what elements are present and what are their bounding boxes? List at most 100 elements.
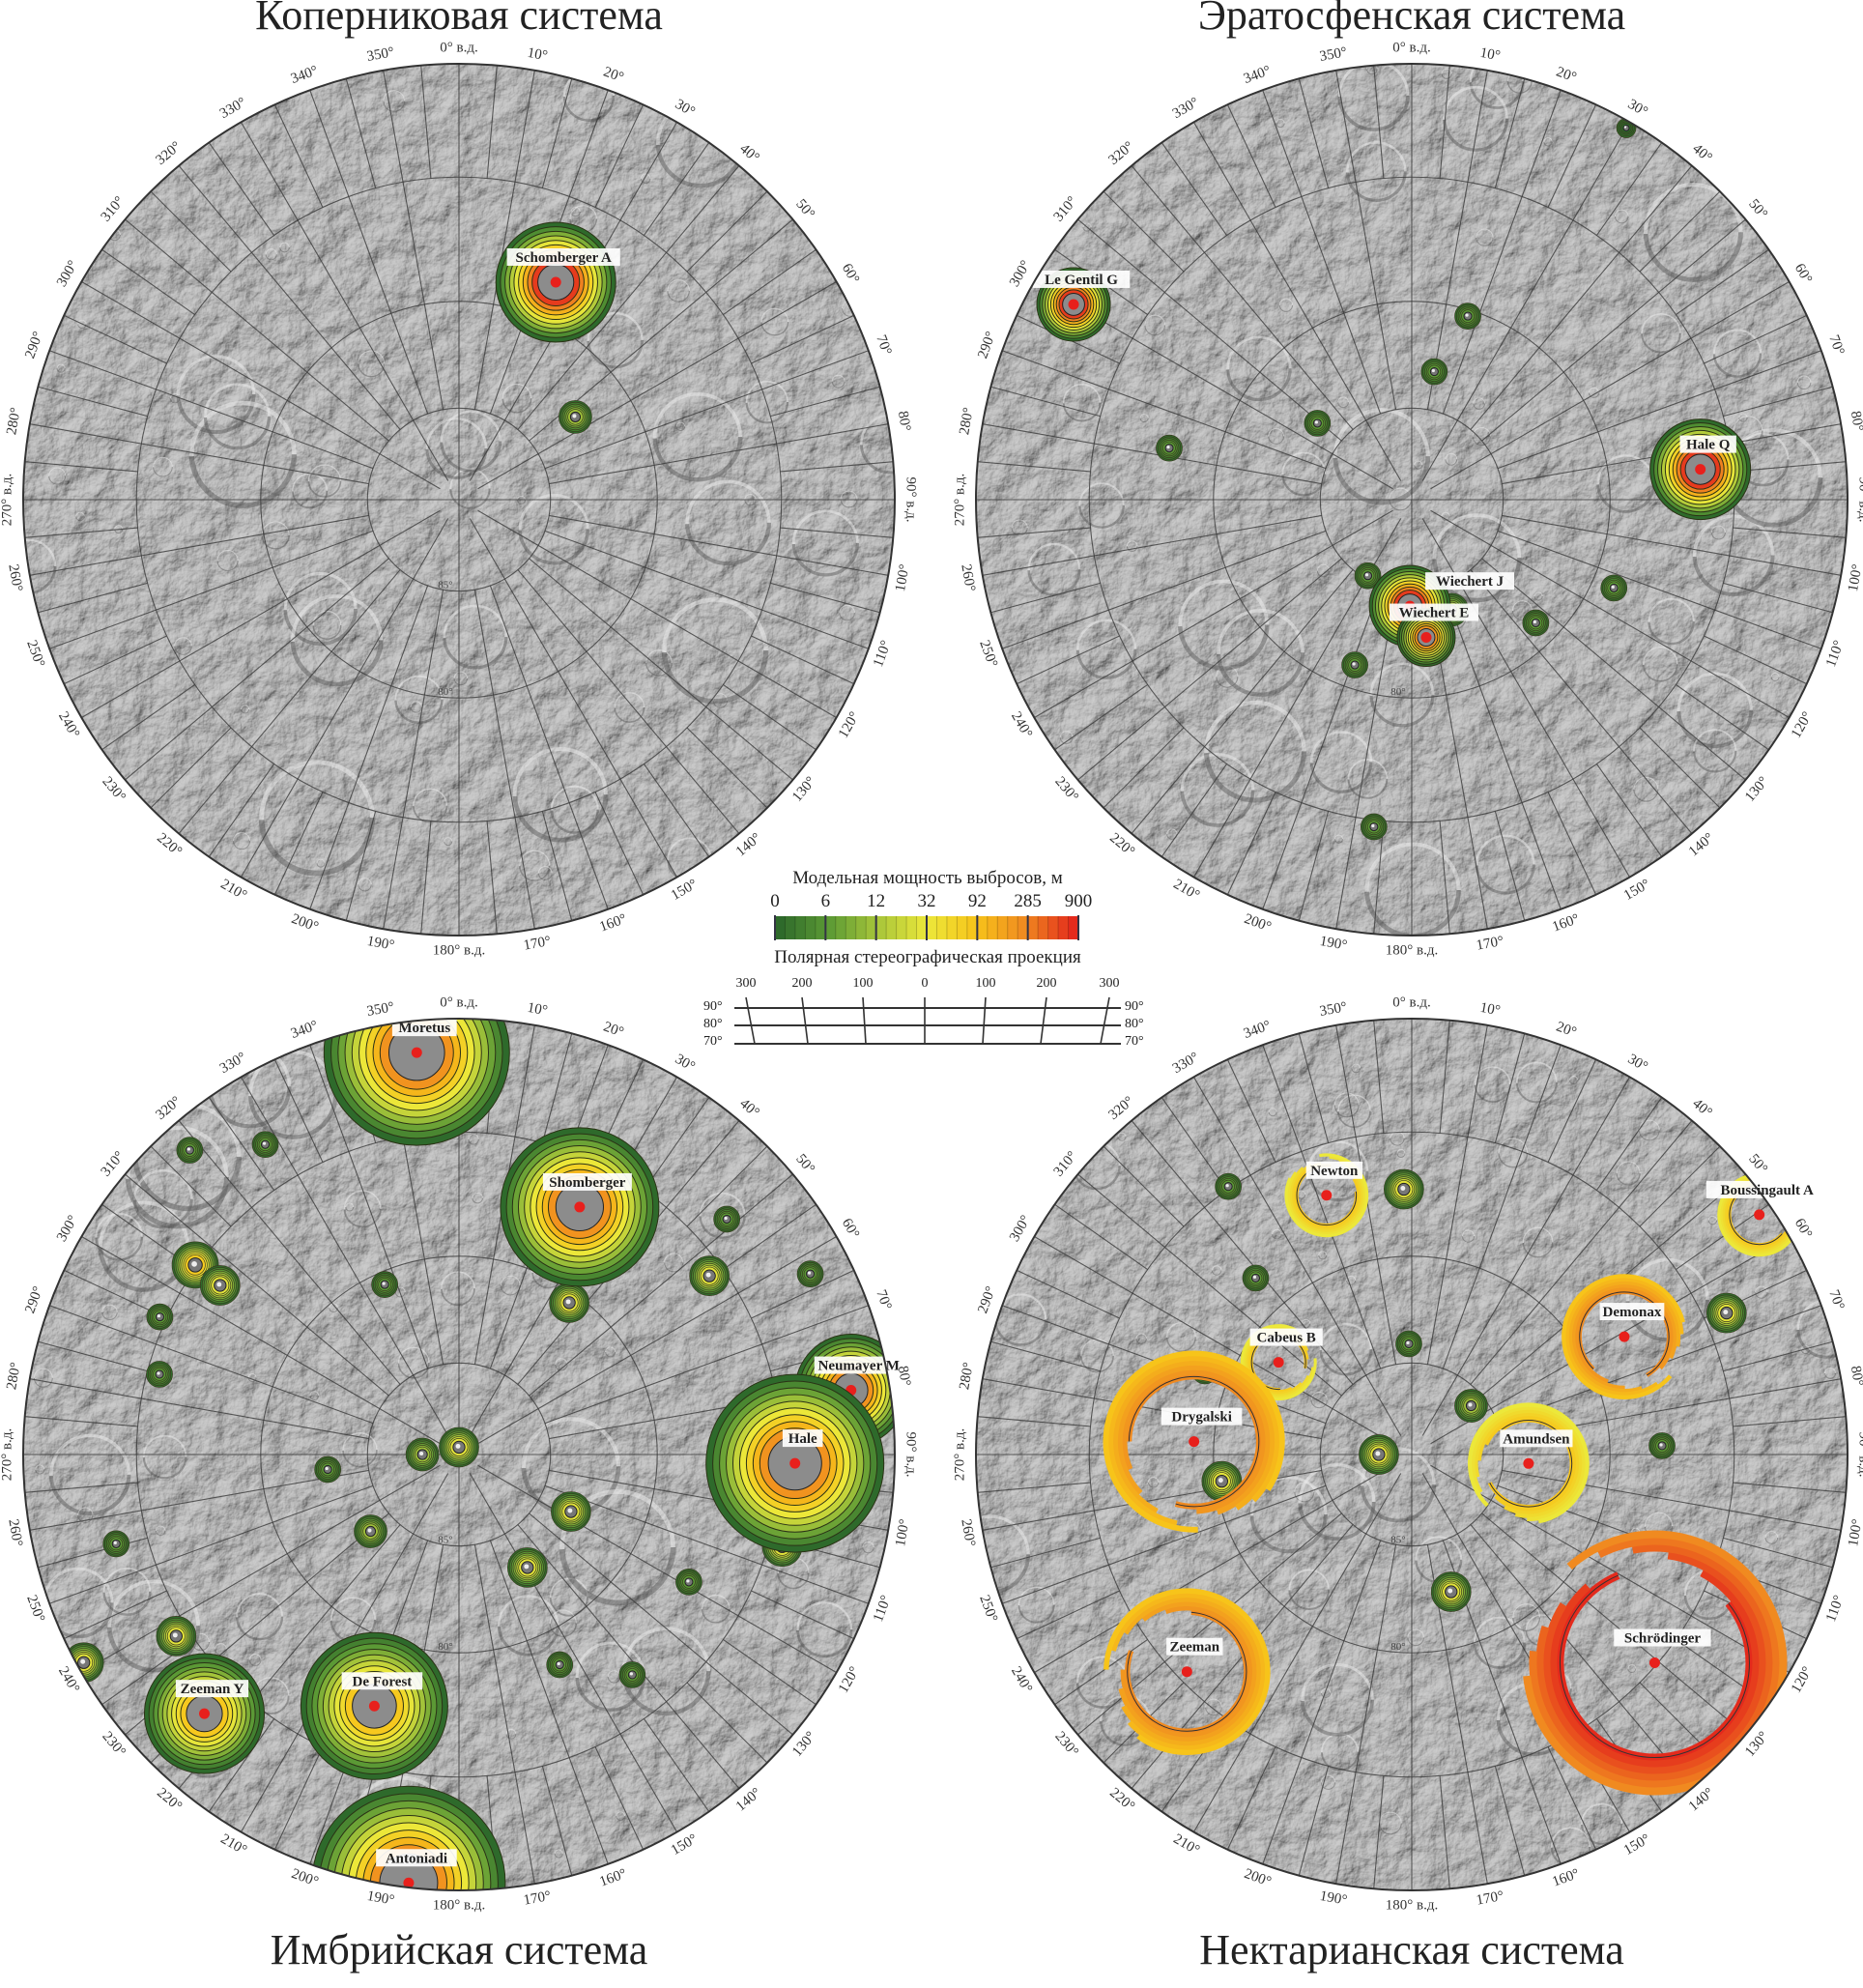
meridian-line [150, 727, 232, 809]
longitude-label: 200° [1242, 911, 1273, 936]
crater-relief [233, 832, 251, 850]
meridian-line [1161, 142, 1228, 236]
crater-relief [1407, 1628, 1424, 1647]
meridian-line [780, 461, 894, 473]
longitude-label: 50° [792, 196, 817, 221]
meridian-line [1547, 792, 1597, 895]
meridian-line [273, 1746, 324, 1850]
minor-ejecta [1384, 1168, 1424, 1210]
longitude-label: 70° [873, 332, 894, 357]
latitude-label: 85° [438, 1535, 452, 1546]
crater-center-marker [574, 1201, 586, 1213]
minor-ejecta [1359, 1434, 1399, 1475]
meridian-line [345, 811, 377, 921]
colorbar-segment [866, 916, 877, 939]
meridian-line [1430, 1464, 1790, 1673]
longitude-label: 300° [54, 1213, 81, 1245]
longitude-label: 250° [976, 638, 1000, 669]
minor-ejecta [1705, 1292, 1747, 1334]
minor-ejecta [1304, 410, 1332, 437]
meridian-line [273, 104, 324, 208]
meridian-line [1373, 1775, 1385, 1889]
crater-relief [1390, 1131, 1405, 1146]
meridian-line [1426, 1024, 1488, 1365]
legend-tick-label: 900 [1064, 891, 1093, 911]
meridian-line [29, 423, 369, 485]
colorbar-segment [927, 916, 937, 939]
meridian-line [38, 582, 148, 614]
map-border [975, 63, 1849, 936]
longitude-label: 210° [1170, 1831, 1202, 1858]
crater-label: De Forest [341, 1672, 423, 1690]
crater-relief [312, 610, 342, 640]
meridian-line [990, 582, 1101, 614]
crater-center-marker [789, 1457, 801, 1469]
crater-relief [410, 701, 422, 713]
meridian-line [1373, 1020, 1385, 1134]
polar-map: 85° 80° Schomberger A 0° в.д. 10° 20° 30° 40° 50… [0, 40, 919, 958]
longitude-label: 200° [1242, 1866, 1273, 1890]
crater-label: Moretus [391, 1019, 457, 1037]
meridian-line [1002, 350, 1327, 470]
meridian-line [982, 514, 1322, 576]
longitude-label: 240° [55, 709, 82, 741]
crater-relief [796, 1601, 853, 1657]
meridian-line [1442, 90, 1562, 415]
crater-relief [745, 380, 788, 424]
meridian-line [1335, 70, 1397, 410]
meridian-line [1547, 104, 1597, 208]
crater-relief [95, 1212, 143, 1261]
crater-relief [247, 1373, 257, 1383]
crater-relief [859, 414, 895, 475]
longitude-label: 280° [4, 406, 24, 436]
longitude-label: 300° [54, 258, 81, 290]
longitude-label: 300° [1007, 258, 1034, 290]
crater-relief [174, 637, 192, 655]
crater-relief [760, 307, 789, 336]
minor-ejecta [1341, 651, 1368, 678]
crater-relief [1461, 1229, 1476, 1243]
crater-relief [1298, 1463, 1376, 1541]
longitude-label: 350° [1318, 999, 1348, 1020]
meridian-line [241, 518, 449, 878]
meridian-line [977, 1482, 1091, 1493]
crater-relief [309, 1391, 320, 1400]
meridian-line [1595, 1097, 1663, 1191]
meridian-line [1470, 1120, 1693, 1385]
longitude-label: 240° [1008, 709, 1035, 741]
crater-relief [1309, 731, 1373, 793]
crater-relief [204, 383, 271, 450]
legend-title: Модельная мощность выбросов, м [792, 868, 1063, 888]
meridian-line [1077, 1173, 1342, 1397]
longitude-label: 50° [1745, 1151, 1770, 1176]
longitude-label: 110° [1823, 639, 1848, 670]
longitude-label: 210° [217, 1831, 249, 1858]
crater-center-marker [1695, 464, 1706, 475]
meridian-line [751, 635, 854, 685]
longitude-label: 260° [958, 1518, 978, 1548]
meridian-line [549, 423, 889, 485]
crater-relief [616, 1811, 625, 1821]
meridian-line [751, 314, 854, 364]
crater-ejecta [1649, 418, 1752, 521]
longitude-label: 350° [365, 44, 395, 65]
crater-relief [425, 418, 488, 479]
longitude-label: 260° [5, 563, 25, 593]
crater-relief [1139, 413, 1149, 423]
crater-relief [1347, 758, 1389, 799]
longitude-label: 250° [976, 1593, 1000, 1624]
longitude-label: 150° [669, 1831, 701, 1858]
meridian-line [273, 792, 324, 895]
scale-latitude-label: 70° [703, 1034, 723, 1049]
crater-ejecta [323, 1019, 510, 1146]
crater-relief [33, 1368, 53, 1388]
crater-relief [791, 509, 859, 577]
legend-tick-label: 0 [770, 891, 780, 911]
longitude-label: 0° в.д. [1392, 994, 1430, 1010]
crater-relief [397, 1346, 430, 1379]
minor-ejecta [551, 1491, 591, 1532]
crater-relief [559, 1489, 676, 1605]
meridian-line [977, 527, 1091, 538]
crater-center-marker [1181, 1666, 1192, 1678]
